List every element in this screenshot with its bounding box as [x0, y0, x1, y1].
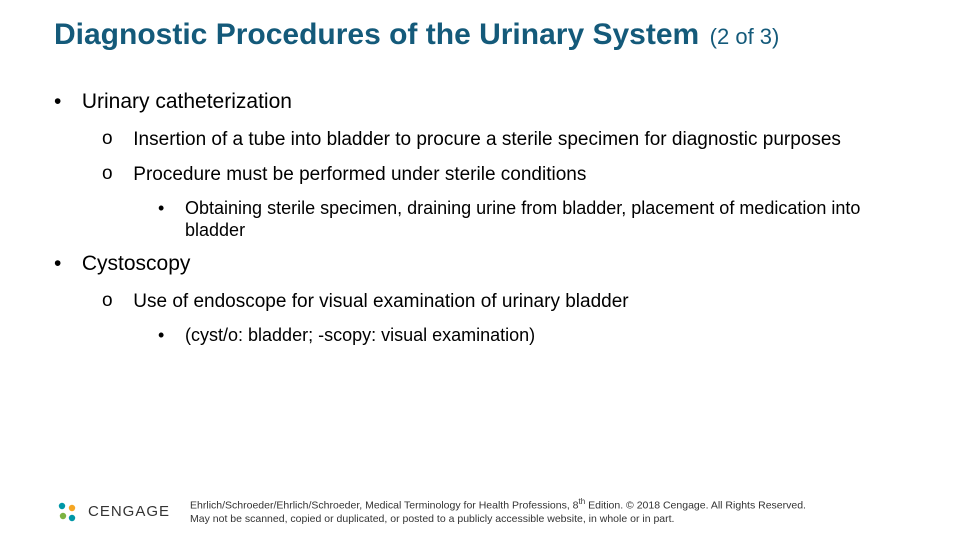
bullet-lvl2: o Insertion of a tube into bladder to pr…	[102, 128, 920, 151]
brand-logo: CENGAGE	[54, 499, 170, 525]
bullet-text: Insertion of a tube into bladder to proc…	[133, 128, 919, 151]
brand-name: CENGAGE	[88, 503, 170, 520]
bullet-text: Obtaining sterile specimen, draining uri…	[185, 198, 919, 242]
slide: Diagnostic Procedures of the Urinary Sys…	[0, 0, 960, 540]
bullet-text: Urinary catheterization	[82, 90, 920, 114]
bullet-text: (cyst/o: bladder; -scopy: visual examina…	[185, 325, 919, 347]
bullet-lvl2: o Procedure must be performed under ster…	[102, 163, 920, 186]
bullet-marker: •	[158, 325, 180, 346]
bullet-text: Use of endoscope for visual examination …	[133, 290, 919, 313]
bullet-marker: •	[54, 90, 76, 114]
bullet-marker: o	[102, 128, 128, 150]
copyright-line2: May not be scanned, copied or duplicated…	[190, 513, 674, 525]
bullet-text: Procedure must be performed under steril…	[133, 163, 919, 186]
copyright-line1a: Ehrlich/Schroeder/Ehrlich/Schroeder, Med…	[190, 500, 579, 512]
slide-title-row: Diagnostic Procedures of the Urinary Sys…	[54, 18, 920, 52]
bullet-lvl3: • (cyst/o: bladder; -scopy: visual exami…	[158, 325, 920, 347]
copyright-line1b: Edition. © 2018 Cengage. All Rights Rese…	[585, 500, 806, 512]
slide-title: Diagnostic Procedures of the Urinary Sys…	[54, 18, 699, 51]
bullet-marker: o	[102, 290, 128, 312]
bullet-marker: •	[158, 198, 180, 219]
bullet-lvl2: o Use of endoscope for visual examinatio…	[102, 290, 920, 313]
slide-content: • Urinary catheterization o Insertion of…	[54, 90, 920, 357]
bullet-lvl1: • Cystoscopy	[54, 252, 920, 276]
slide-title-suffix: (2 of 3)	[710, 24, 780, 49]
bullet-marker: •	[54, 252, 76, 276]
bullet-lvl1: • Urinary catheterization	[54, 90, 920, 114]
logo-mark-icon	[54, 499, 80, 525]
bullet-text: Cystoscopy	[82, 252, 920, 276]
bullet-lvl3: • Obtaining sterile specimen, draining u…	[158, 198, 920, 242]
copyright-text: Ehrlich/Schroeder/Ehrlich/Schroeder, Med…	[190, 497, 806, 526]
slide-footer: CENGAGE Ehrlich/Schroeder/Ehrlich/Schroe…	[54, 497, 930, 526]
bullet-marker: o	[102, 163, 128, 185]
